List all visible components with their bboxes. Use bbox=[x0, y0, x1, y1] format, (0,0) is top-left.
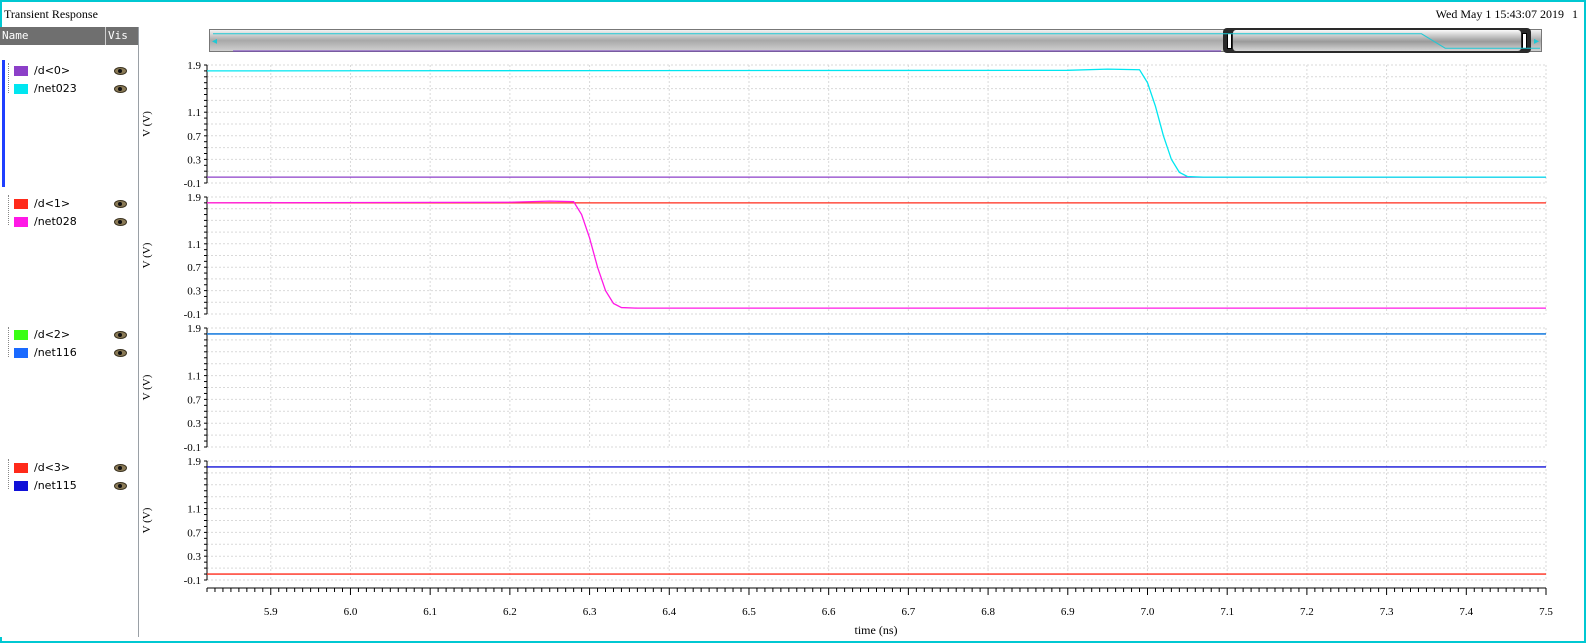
y-tick-label: -0.1 bbox=[184, 575, 201, 587]
visibility-eye-icon[interactable] bbox=[114, 200, 127, 208]
y-tick-label: 1.1 bbox=[187, 107, 201, 119]
y-tick-label: 0.3 bbox=[187, 418, 201, 430]
swatch-net115 bbox=[14, 481, 28, 491]
tree-line bbox=[8, 327, 10, 357]
window-title: Transient Response bbox=[4, 7, 98, 21]
scroll-thumb[interactable] bbox=[1223, 28, 1531, 53]
y-axis-label: V (V) bbox=[141, 507, 153, 533]
x-tick-label: 6.5 bbox=[742, 606, 756, 618]
scroll-right-icon[interactable]: ▸ bbox=[1533, 36, 1539, 47]
x-axis-label: time (ns) bbox=[855, 623, 898, 637]
overview-trace bbox=[213, 33, 1540, 49]
selected-strip-indicator bbox=[2, 60, 5, 187]
y-tick-label: 0.7 bbox=[187, 131, 201, 143]
x-tick-label: 6.8 bbox=[981, 606, 995, 618]
swatch-net028 bbox=[14, 217, 28, 227]
y-axis-label: V (V) bbox=[141, 374, 153, 400]
signal-label: /net115 bbox=[34, 479, 77, 492]
y-tick-label: 0.7 bbox=[187, 262, 201, 274]
signal-label: /net028 bbox=[34, 215, 77, 228]
x-tick-label: 7.3 bbox=[1380, 606, 1394, 618]
signal-label: /net116 bbox=[34, 346, 77, 359]
swatch-d0 bbox=[14, 66, 28, 76]
x-tick-label: 7.4 bbox=[1459, 606, 1473, 618]
x-tick-label: 6.1 bbox=[423, 606, 437, 618]
signal-label: /d<3> bbox=[34, 461, 71, 474]
x-tick-label: 7.2 bbox=[1300, 606, 1314, 618]
signal-label: /d<0> bbox=[34, 64, 71, 77]
timestamp: Wed May 1 15:43:07 2019 bbox=[1435, 7, 1564, 21]
x-tick-label: 6.3 bbox=[583, 606, 597, 618]
column-separator[interactable] bbox=[105, 27, 106, 45]
swatch-net116 bbox=[14, 348, 28, 358]
tree-line bbox=[8, 63, 10, 93]
x-tick-label: 7.1 bbox=[1220, 606, 1234, 618]
x-tick-label: 6.2 bbox=[503, 606, 517, 618]
swatch-net023 bbox=[14, 84, 28, 94]
x-tick-label: 5.9 bbox=[264, 606, 278, 618]
series-line-net023 bbox=[206, 68, 1546, 178]
x-tick-label: 6.0 bbox=[344, 606, 358, 618]
visibility-eye-icon[interactable] bbox=[114, 67, 127, 75]
y-tick-label: -0.1 bbox=[184, 178, 201, 190]
column-name-header[interactable]: Name bbox=[2, 29, 29, 42]
x-tick-label: 6.6 bbox=[822, 606, 836, 618]
y-tick-label: 1.9 bbox=[187, 323, 201, 335]
y-tick-label: -0.1 bbox=[184, 309, 201, 321]
y-tick-label: 1.1 bbox=[187, 239, 201, 251]
y-tick-label: 0.7 bbox=[187, 394, 201, 406]
y-tick-label: 0.3 bbox=[187, 154, 201, 166]
scroll-left-icon[interactable]: ◂ bbox=[212, 36, 218, 47]
signal-label: /d<2> bbox=[34, 328, 71, 341]
y-tick-label: 1.9 bbox=[187, 192, 201, 204]
y-tick-label: 1.1 bbox=[187, 371, 201, 383]
swatch-d3 bbox=[14, 463, 28, 473]
y-tick-label: 0.3 bbox=[187, 551, 201, 563]
x-tick-label: 6.7 bbox=[902, 606, 916, 618]
y-axis-label: V (V) bbox=[141, 111, 153, 137]
y-tick-label: 1.9 bbox=[187, 456, 201, 468]
x-tick-label: 6.9 bbox=[1061, 606, 1075, 618]
signal-list-header: Name Vis bbox=[0, 27, 138, 45]
visibility-eye-icon[interactable] bbox=[114, 482, 127, 490]
visibility-eye-icon[interactable] bbox=[114, 218, 127, 226]
signal-label: /d<1> bbox=[34, 197, 71, 210]
series-line-net028 bbox=[206, 200, 1546, 309]
visibility-eye-icon[interactable] bbox=[114, 464, 127, 472]
visibility-eye-icon[interactable] bbox=[114, 349, 127, 357]
y-tick-label: 1.9 bbox=[187, 60, 201, 72]
page-number: 1 bbox=[1572, 7, 1578, 21]
visibility-eye-icon[interactable] bbox=[114, 85, 127, 93]
x-tick-label: 7.0 bbox=[1141, 606, 1155, 618]
y-tick-label: 1.1 bbox=[187, 504, 201, 516]
x-tick-label: 7.5 bbox=[1539, 606, 1553, 618]
tree-line bbox=[8, 459, 10, 489]
y-tick-label: 0.7 bbox=[187, 527, 201, 539]
swatch-d1 bbox=[14, 199, 28, 209]
y-axis-label: V (V) bbox=[141, 242, 153, 268]
tree-line bbox=[8, 195, 10, 225]
swatch-d2 bbox=[14, 330, 28, 340]
signal-list-panel: Name Vis /d<0> /net023 /d<1> /net028 /d<… bbox=[0, 27, 139, 637]
overview-scrollbar[interactable]: ◂ ▸ bbox=[209, 28, 1542, 53]
column-vis-header[interactable]: Vis bbox=[108, 29, 128, 42]
y-tick-label: 0.3 bbox=[187, 286, 201, 298]
y-tick-label: -0.1 bbox=[184, 442, 201, 454]
x-tick-label: 6.4 bbox=[662, 606, 676, 618]
scroll-thumb-body[interactable] bbox=[1233, 30, 1521, 51]
visibility-eye-icon[interactable] bbox=[114, 331, 127, 339]
signal-label: /net023 bbox=[34, 82, 77, 95]
